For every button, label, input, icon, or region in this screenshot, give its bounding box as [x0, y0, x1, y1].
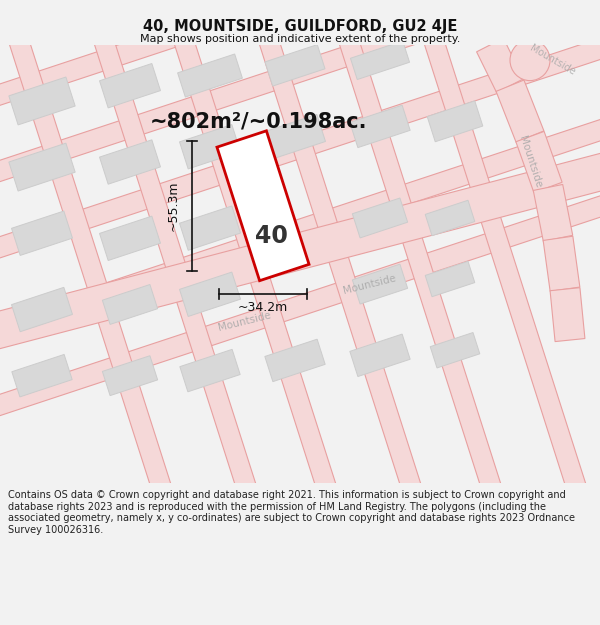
- Polygon shape: [265, 339, 325, 382]
- Polygon shape: [179, 124, 241, 169]
- Polygon shape: [533, 184, 573, 241]
- Text: Mountside: Mountside: [343, 272, 397, 296]
- Polygon shape: [350, 334, 410, 376]
- Circle shape: [510, 40, 550, 81]
- Text: 40, MOUNTSIDE, GUILDFORD, GU2 4JE: 40, MOUNTSIDE, GUILDFORD, GU2 4JE: [143, 19, 457, 34]
- Polygon shape: [0, 0, 185, 536]
- Polygon shape: [325, 0, 515, 536]
- Polygon shape: [0, 181, 600, 431]
- Polygon shape: [265, 114, 325, 159]
- Polygon shape: [179, 206, 241, 251]
- Polygon shape: [543, 236, 580, 291]
- Text: ~802m²/~0.198ac.: ~802m²/~0.198ac.: [150, 111, 367, 131]
- Polygon shape: [550, 288, 585, 342]
- Polygon shape: [430, 332, 480, 368]
- Polygon shape: [79, 0, 271, 536]
- Text: 40: 40: [254, 224, 287, 248]
- Polygon shape: [179, 272, 241, 316]
- Polygon shape: [180, 349, 240, 392]
- Polygon shape: [12, 354, 72, 397]
- Polygon shape: [496, 80, 544, 142]
- Polygon shape: [352, 264, 407, 304]
- Text: ~55.3m: ~55.3m: [167, 181, 180, 231]
- Text: Mountside: Mountside: [218, 311, 272, 333]
- Text: Mountside: Mountside: [517, 135, 543, 189]
- Polygon shape: [0, 0, 600, 121]
- Polygon shape: [350, 41, 410, 79]
- Polygon shape: [100, 216, 160, 261]
- Polygon shape: [0, 104, 600, 355]
- Polygon shape: [178, 54, 242, 97]
- Polygon shape: [100, 140, 160, 184]
- Polygon shape: [100, 64, 160, 108]
- Polygon shape: [425, 261, 475, 297]
- Polygon shape: [9, 143, 75, 191]
- Polygon shape: [11, 288, 73, 332]
- Polygon shape: [9, 77, 75, 125]
- Polygon shape: [103, 356, 158, 396]
- Polygon shape: [217, 131, 309, 281]
- Text: Map shows position and indicative extent of the property.: Map shows position and indicative extent…: [140, 34, 460, 44]
- Polygon shape: [265, 44, 325, 86]
- Polygon shape: [0, 149, 600, 352]
- Polygon shape: [350, 105, 410, 148]
- Polygon shape: [160, 0, 350, 536]
- Polygon shape: [244, 0, 436, 536]
- Polygon shape: [0, 22, 600, 273]
- Polygon shape: [516, 131, 562, 192]
- Polygon shape: [0, 0, 600, 197]
- Polygon shape: [476, 38, 523, 92]
- Text: Mountside: Mountside: [527, 43, 577, 78]
- Text: Contains OS data © Crown copyright and database right 2021. This information is : Contains OS data © Crown copyright and d…: [8, 490, 575, 535]
- Polygon shape: [425, 200, 475, 236]
- Polygon shape: [352, 198, 407, 238]
- Polygon shape: [103, 284, 158, 324]
- Polygon shape: [11, 211, 73, 256]
- Polygon shape: [427, 101, 483, 142]
- Text: ~34.2m: ~34.2m: [238, 301, 288, 314]
- Polygon shape: [409, 0, 600, 536]
